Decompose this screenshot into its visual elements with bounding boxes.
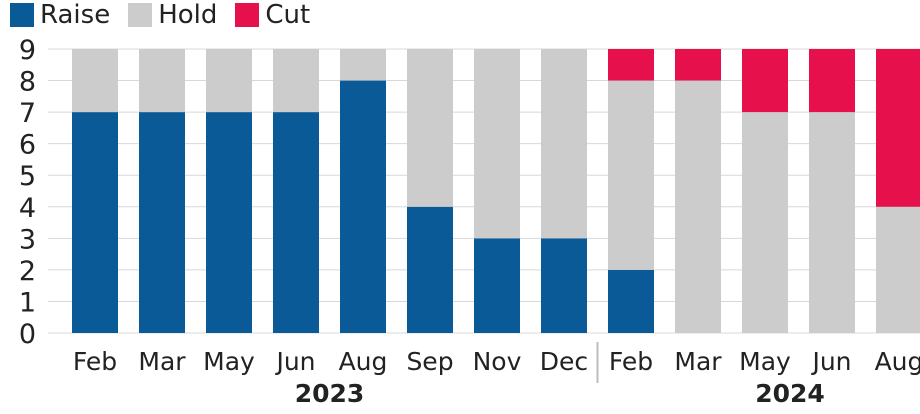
legend: Raise Hold Cut	[10, 0, 310, 30]
legend-item-cut: Cut	[235, 0, 310, 30]
x-tick-label-10: May	[739, 347, 791, 376]
bar-hold-7	[541, 49, 587, 239]
x-tick-label-11: Jun	[810, 347, 851, 376]
bar-hold-12	[876, 206, 920, 333]
x-tick-label-4: Aug	[339, 347, 388, 376]
y-tick-label-1: 1	[19, 287, 36, 318]
y-tick-label-6: 6	[19, 130, 36, 161]
legend-swatch-raise	[10, 3, 34, 27]
bar-raise-5	[407, 206, 453, 333]
x-tick-label-7: Dec	[540, 347, 588, 376]
bar-raise-1	[139, 112, 185, 333]
bar-cut-11	[809, 49, 855, 113]
y-tick-label-4: 4	[19, 193, 36, 224]
legend-swatch-hold	[128, 3, 153, 27]
x-tick-label-1: Mar	[138, 347, 186, 376]
bar-hold-11	[809, 112, 855, 333]
bar-raise-8	[608, 269, 654, 333]
y-tick-label-7: 7	[19, 98, 36, 129]
legend-item-raise: Raise	[10, 0, 110, 30]
legend-item-hold: Hold	[128, 0, 217, 30]
bar-hold-3	[273, 49, 319, 113]
x-tick-label-12: Aug	[875, 347, 920, 376]
legend-label-raise: Raise	[40, 0, 111, 30]
y-tick-label-0: 0	[19, 319, 36, 350]
bar-hold-1	[139, 49, 185, 113]
bar-hold-0	[72, 49, 118, 113]
legend-label-hold: Hold	[158, 0, 218, 30]
y-tick-label-3: 3	[19, 224, 36, 255]
bar-cut-9	[675, 49, 721, 81]
x-tick-label-6: Nov	[473, 347, 522, 376]
x-tick-label-8: Feb	[609, 347, 653, 376]
legend-swatch-cut	[235, 3, 260, 27]
year-label-2024: 2024	[755, 379, 825, 408]
x-tick-label-5: Sep	[406, 347, 453, 376]
bar-raise-0	[72, 112, 118, 333]
bar-hold-10	[742, 112, 788, 333]
bar-cut-8	[608, 49, 654, 81]
x-tick-label-3: Jun	[274, 347, 315, 376]
x-tick-label-2: May	[203, 347, 255, 376]
bar-cut-12	[876, 49, 920, 207]
y-tick-label-9: 9	[19, 35, 36, 66]
bar-hold-5	[407, 49, 453, 207]
y-tick-label-5: 5	[19, 161, 36, 192]
bar-raise-2	[206, 112, 252, 333]
bar-cut-10	[742, 49, 788, 113]
legend-label-cut: Cut	[265, 0, 311, 30]
bar-hold-2	[206, 49, 252, 113]
bar-raise-4	[340, 80, 386, 333]
bar-hold-4	[340, 49, 386, 81]
bar-raise-3	[273, 112, 319, 333]
bar-raise-6	[474, 238, 520, 333]
year-label-2023: 2023	[295, 379, 365, 408]
y-tick-label-2: 2	[19, 256, 36, 287]
bar-raise-7	[541, 238, 587, 333]
bar-hold-6	[474, 49, 520, 239]
x-tick-label-0: Feb	[73, 347, 117, 376]
bar-hold-9	[675, 80, 721, 333]
y-tick-label-8: 8	[19, 67, 36, 98]
bar-hold-8	[608, 80, 654, 270]
x-tick-label-9: Mar	[674, 347, 722, 376]
